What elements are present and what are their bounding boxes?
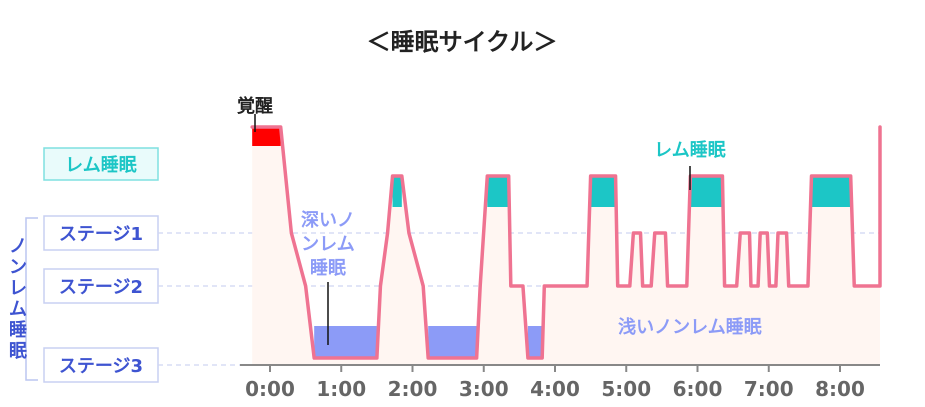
- nonrem-label-text: ノンレム睡眠: [9, 236, 27, 362]
- nonrem-label-char: 眠: [9, 341, 27, 362]
- annotation-deep-line: ンレム: [301, 234, 355, 255]
- annotation-deep-line: 睡眠: [310, 258, 346, 279]
- annotation-deep: 深いノンレム睡眠: [301, 209, 355, 279]
- deep-sleep-band: [428, 326, 477, 358]
- awake-band: [252, 127, 281, 146]
- rem-band: [487, 176, 509, 207]
- x-tick-label: 1:00: [316, 377, 366, 401]
- stage2-box: [43, 268, 159, 304]
- deep-sleep-band: [527, 326, 543, 358]
- rem-band: [811, 176, 851, 207]
- nonrem-label-char: レ: [9, 278, 27, 299]
- hypnogram-line: [250, 125, 882, 360]
- annotation-rem: レム睡眠: [654, 140, 726, 161]
- annotation-light: 浅いノンレム睡眠: [618, 316, 762, 338]
- plot-area: [250, 125, 882, 365]
- nonrem-bracket: [25, 217, 38, 381]
- rem-band: [590, 176, 616, 207]
- x-tick-label: 7:00: [744, 377, 794, 401]
- nonrem-label-char: ノ: [9, 236, 27, 257]
- label-stage3: ステージ3: [59, 356, 143, 377]
- x-tick-label: 0:00: [245, 377, 295, 401]
- chart-title: ＜睡眠サイクル＞: [367, 28, 558, 56]
- annotation-deep-line: 深いノ: [301, 209, 355, 231]
- nonrem-label-char: ン: [9, 257, 27, 278]
- label-stage1: ステージ1: [59, 224, 143, 245]
- label-stage2: ステージ2: [59, 277, 143, 298]
- stage1-box: [43, 215, 159, 251]
- x-tick-label: 5:00: [601, 377, 651, 401]
- rem-band: [392, 176, 402, 207]
- label-rem: レム睡眠: [65, 155, 137, 176]
- x-tick-label: 2:00: [388, 377, 438, 401]
- nonrem-label-char: 睡: [9, 320, 27, 341]
- label-awake: 覚醒: [237, 95, 273, 117]
- nonrem-group-label: ノンレム睡眠: [9, 236, 27, 362]
- rem-band: [690, 176, 723, 207]
- nonrem-label-char: ム: [9, 299, 27, 320]
- legend-rem-box: [43, 147, 159, 181]
- x-axis-ticks: 0:00 1:00 2:00 3:00 4:00 5:00 6:00 7:00 8:00: [245, 365, 865, 401]
- deep-sleep-band: [314, 326, 377, 358]
- x-tick-label: 8:00: [815, 377, 865, 401]
- hypnogram-fill: [252, 127, 880, 365]
- x-tick-label: 4:00: [530, 377, 580, 401]
- x-tick-label: 6:00: [673, 377, 723, 401]
- x-tick-label: 3:00: [459, 377, 509, 401]
